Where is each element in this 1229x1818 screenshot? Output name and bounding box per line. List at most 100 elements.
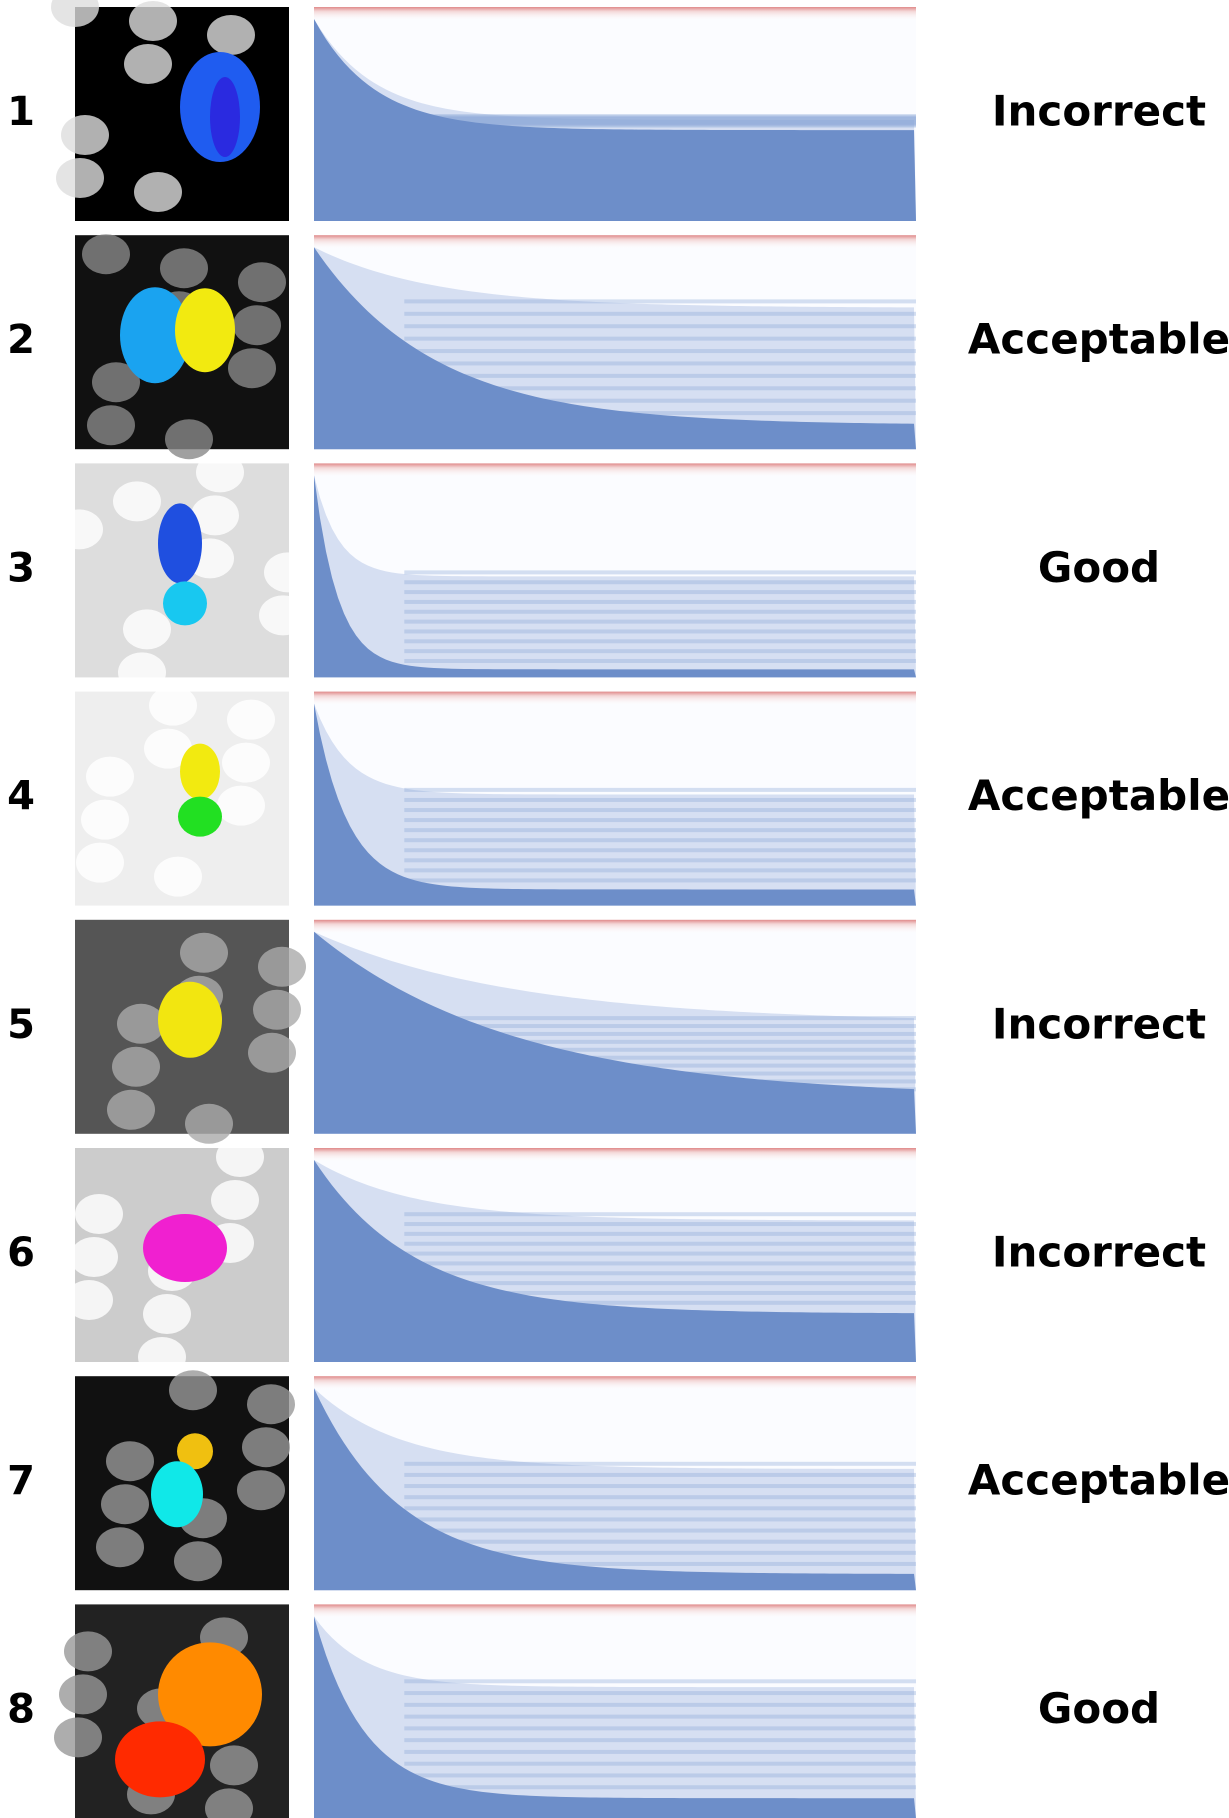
nucleus (75, 1194, 123, 1234)
nucleus (238, 262, 286, 302)
nucleus (134, 172, 182, 212)
nucleus (237, 1470, 285, 1510)
nucleus (54, 1717, 102, 1757)
heatmap-stripe (404, 1473, 916, 1477)
heatmap-stripe (404, 1679, 916, 1683)
heatmap-stripe (404, 858, 916, 862)
heatmap-stripe (404, 878, 916, 882)
nucleus (185, 1104, 233, 1144)
nucleus (180, 933, 228, 973)
heatmap (314, 1148, 916, 1362)
nucleus (143, 1294, 191, 1334)
row-number: 8 (7, 1686, 35, 1732)
segment (143, 1214, 227, 1282)
heatmap-stripe (404, 361, 916, 365)
heatmap-stripe (404, 1462, 916, 1466)
row-number: 1 (7, 89, 35, 135)
heatmap-stripe (404, 1261, 916, 1265)
heatmap-stripe (404, 1738, 916, 1742)
row-label: Incorrect (992, 1228, 1206, 1277)
nucleus (165, 419, 213, 459)
nucleus (106, 1441, 154, 1481)
nucleus (228, 348, 276, 388)
heatmap-stripe (404, 580, 916, 584)
nucleus (55, 509, 103, 549)
cell-image (65, 1137, 289, 1377)
heatmap (314, 235, 916, 449)
heatmap-stripe (404, 838, 916, 842)
nucleus (124, 44, 172, 84)
segment (158, 503, 202, 583)
row-label: Incorrect (992, 999, 1206, 1048)
cell-image (75, 234, 289, 459)
segment (158, 982, 222, 1058)
nucleus (242, 1427, 290, 1467)
heatmap-top (314, 235, 916, 249)
heatmap-stripe (404, 788, 916, 792)
heatmap-stripe (404, 1529, 916, 1533)
nucleus (149, 686, 197, 726)
row-number: 6 (7, 1230, 35, 1276)
nucleus (207, 15, 255, 55)
heatmap-stripe (404, 1517, 916, 1521)
nucleus (259, 595, 307, 635)
heatmap-stripe (404, 1715, 916, 1719)
heatmap-stripe (404, 1785, 916, 1789)
heatmap-stripe (404, 1242, 916, 1246)
heatmap-stripe (404, 620, 916, 624)
row-number: 5 (7, 1002, 35, 1048)
heatmap-stripe (404, 1750, 916, 1754)
cell-image (55, 452, 312, 692)
row-label: Incorrect (992, 87, 1206, 136)
nucleus (210, 1745, 258, 1785)
heatmap-stripe (404, 1271, 916, 1275)
segment (180, 744, 220, 800)
heatmap-stripe (404, 1495, 916, 1499)
nucleus (117, 1004, 165, 1044)
heatmap-stripe (404, 1484, 916, 1488)
heatmap-stripe (404, 1506, 916, 1510)
heatmap-top (314, 920, 916, 934)
nucleus (65, 1280, 113, 1320)
heatmap-stripe (404, 828, 916, 832)
nucleus (59, 1674, 107, 1714)
nucleus (87, 405, 135, 445)
heatmap-stripe (404, 1212, 916, 1216)
row-label: Acceptable (968, 771, 1229, 820)
nucleus (211, 1180, 259, 1220)
heatmap-stripe (404, 1222, 916, 1226)
heatmap-stripe (404, 629, 916, 633)
row-label: Good (1038, 543, 1160, 592)
heatmap (314, 1376, 916, 1590)
segment (163, 581, 207, 625)
heatmap-top (314, 463, 916, 477)
nucleus (70, 1237, 118, 1277)
nucleus (96, 1527, 144, 1567)
heatmap-stripe (404, 600, 916, 604)
segment (178, 797, 222, 837)
heatmap (314, 463, 916, 677)
heatmap-stripe (404, 808, 916, 812)
row-number: 7 (7, 1458, 35, 1504)
heatmap-top (314, 7, 916, 21)
nucleus (61, 115, 109, 155)
cell-image (54, 1604, 289, 1818)
heatmap-stripe (404, 610, 916, 614)
nucleus (222, 743, 270, 783)
heatmap-stripe (404, 590, 916, 594)
nucleus (154, 857, 202, 897)
heatmap-stripe (404, 798, 916, 802)
row-number: 3 (7, 545, 35, 591)
heatmap-stripe (404, 349, 916, 353)
heatmap-stripe (404, 848, 916, 852)
heatmap (314, 7, 916, 221)
heatmap-stripe (404, 1252, 916, 1256)
nucleus (160, 248, 208, 288)
heatmap-top (314, 1604, 916, 1618)
row-number: 2 (7, 317, 35, 363)
heatmap-stripe (404, 570, 916, 574)
heatmap (314, 692, 916, 906)
segment (210, 77, 240, 157)
nucleus (107, 1090, 155, 1130)
nucleus (112, 1047, 160, 1087)
